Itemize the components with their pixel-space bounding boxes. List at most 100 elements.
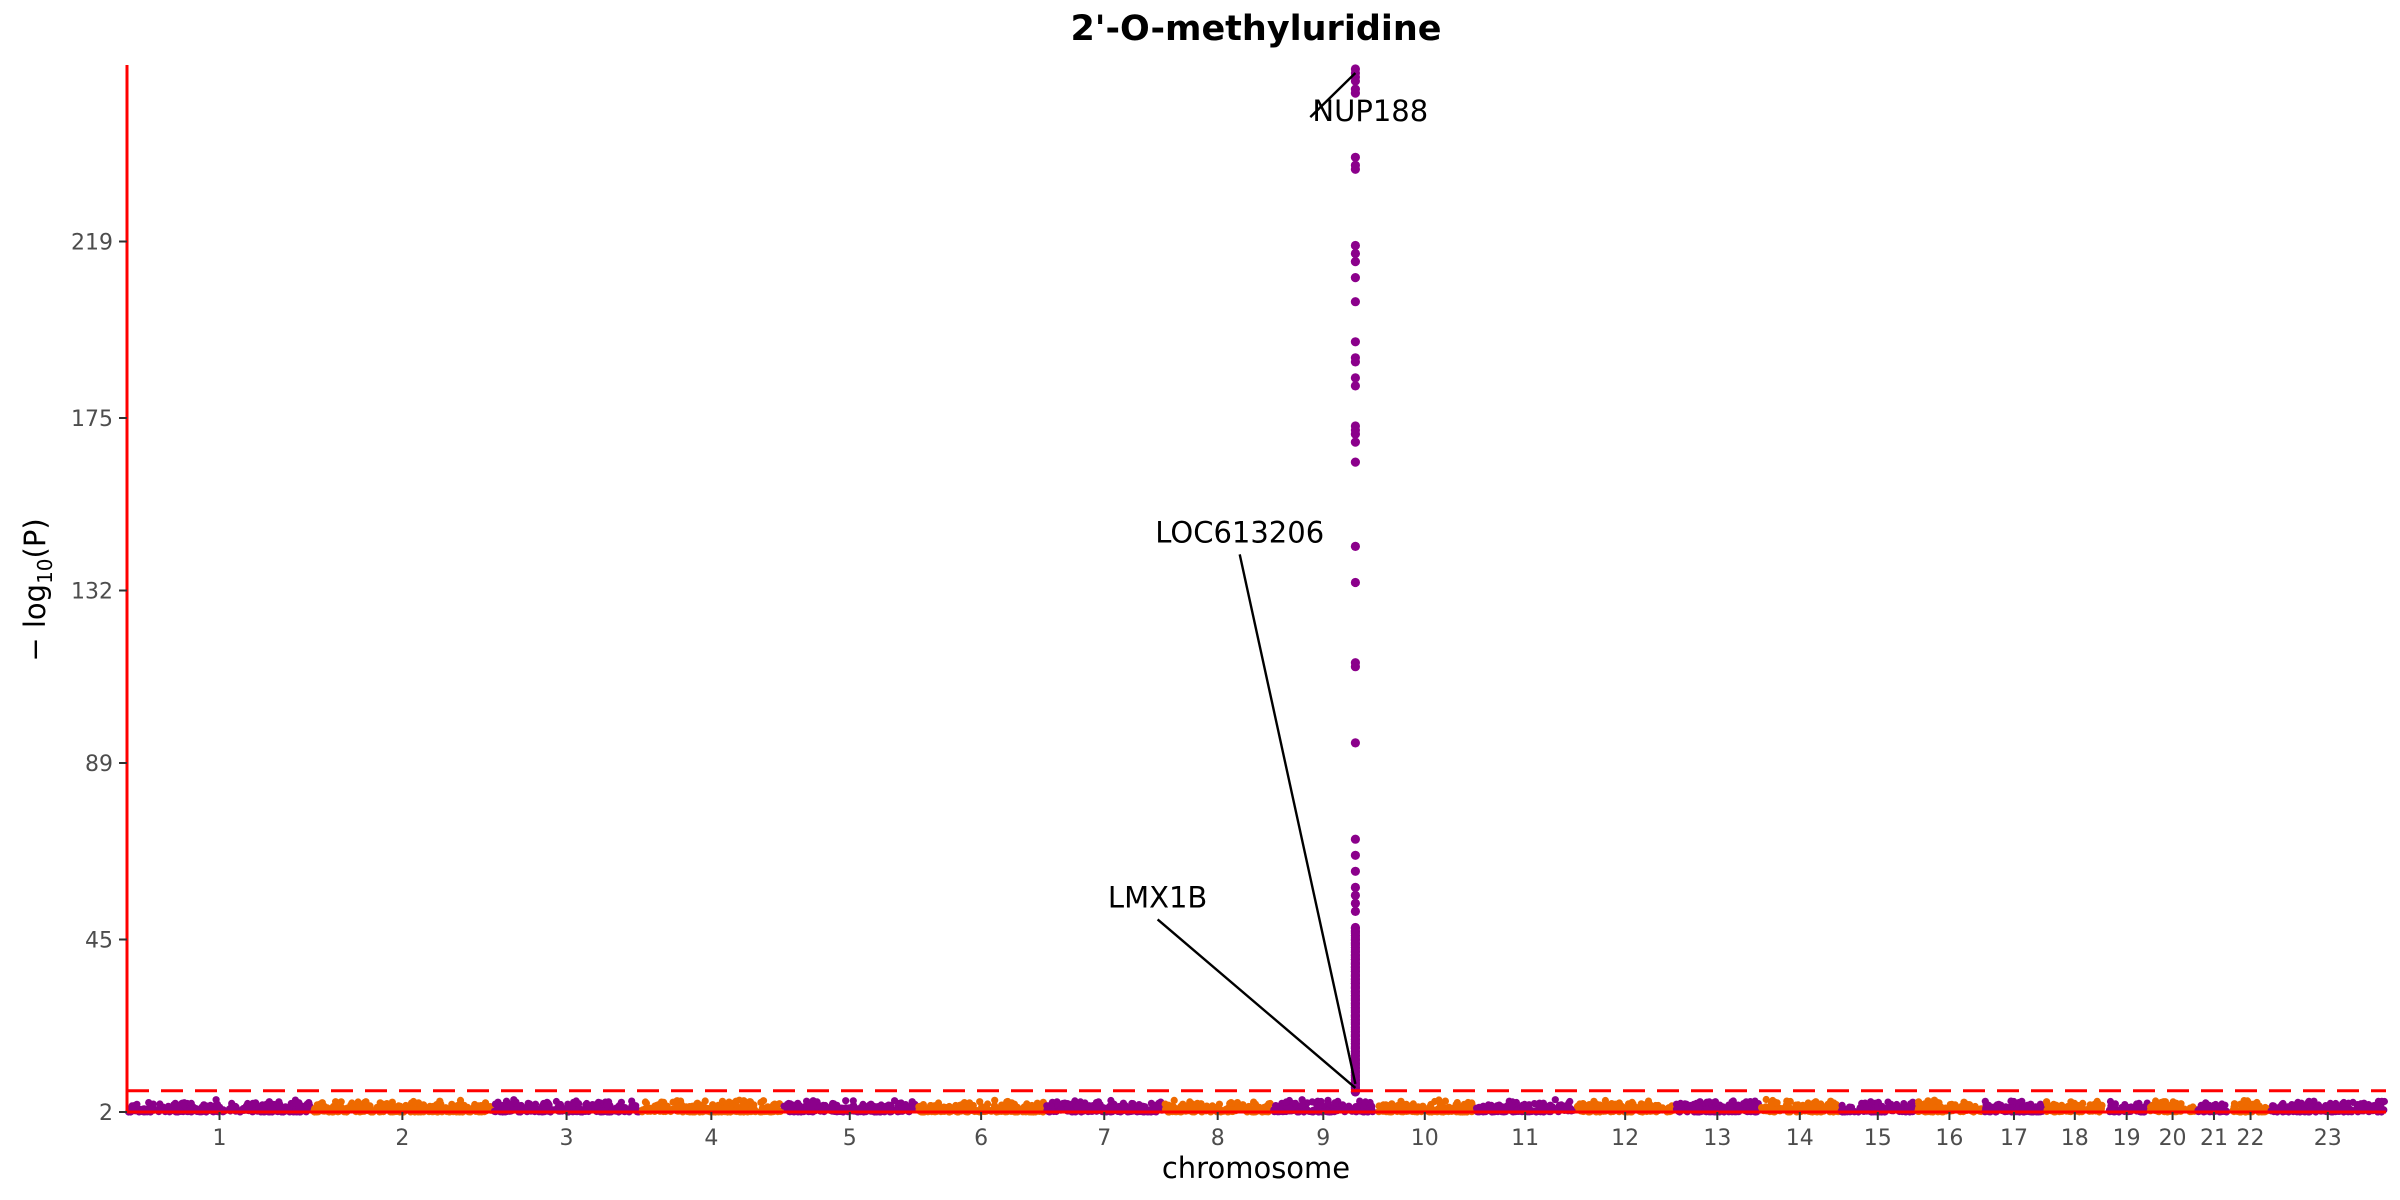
- x-tick-label: 21: [2200, 1126, 2228, 1151]
- snp-point: [1918, 1101, 1926, 1109]
- snp-point: [1186, 1098, 1194, 1106]
- snp-point: [1061, 1099, 1069, 1107]
- snp-point: [1981, 1097, 1989, 1105]
- x-tick-label: 10: [1411, 1126, 1439, 1151]
- peak-snp-point: [1350, 64, 1360, 74]
- snp-point: [1147, 1099, 1155, 1107]
- peak-snp-point: [1350, 923, 1360, 933]
- peak-snp-point: [1350, 152, 1360, 162]
- snp-point: [1936, 1103, 1944, 1111]
- snp-point: [2141, 1103, 2149, 1111]
- snp-point: [1794, 1101, 1802, 1109]
- y-tick-label: 45: [85, 929, 113, 954]
- snp-point: [1829, 1099, 1837, 1107]
- snp-point: [2276, 1103, 2284, 1111]
- peak-snp-point: [1350, 457, 1360, 467]
- x-tick-label: 6: [974, 1126, 988, 1151]
- snp-point: [1152, 1104, 1161, 1113]
- snp-point: [1324, 1098, 1332, 1107]
- snp-point: [1546, 1101, 1554, 1109]
- snp-point: [244, 1099, 252, 1108]
- snp-point: [145, 1099, 153, 1107]
- snp-point: [1729, 1097, 1737, 1105]
- snp-point: [718, 1097, 727, 1105]
- snp-point: [1094, 1098, 1103, 1106]
- x-axis-title: chromosome: [1162, 1151, 1350, 1185]
- snp-point: [2198, 1104, 2206, 1112]
- snp-point: [1885, 1102, 1893, 1110]
- snp-point: [1946, 1101, 1954, 1109]
- peak-snp-point: [1350, 898, 1360, 909]
- snp-point: [1004, 1097, 1012, 1106]
- peak-snp-point: [1350, 882, 1360, 893]
- snp-point: [1452, 1100, 1460, 1109]
- peak-snp-point: [1350, 906, 1360, 917]
- snp-point: [552, 1097, 561, 1106]
- peak-snp-point: [1350, 850, 1360, 860]
- snp-point: [1810, 1099, 1818, 1107]
- x-tick-label: 20: [2159, 1126, 2187, 1151]
- snp-point: [1659, 1104, 1667, 1112]
- data-points: [125, 64, 2388, 1116]
- snp-point: [806, 1102, 814, 1110]
- y-tick-label: 89: [85, 752, 113, 777]
- x-tick-label: 15: [1864, 1126, 1892, 1151]
- snp-point: [2294, 1104, 2302, 1112]
- snp-point: [859, 1100, 867, 1108]
- snp-point: [1566, 1097, 1574, 1106]
- snp-point: [1227, 1099, 1235, 1107]
- snp-point: [2344, 1099, 2353, 1107]
- snp-point: [1676, 1101, 1684, 1109]
- snp-point: [1161, 1100, 1169, 1108]
- snp-point: [615, 1103, 623, 1111]
- snp-point: [842, 1097, 850, 1105]
- x-tick-label: 17: [2000, 1126, 2028, 1151]
- snp-point: [919, 1101, 928, 1109]
- snp-point: [212, 1096, 220, 1104]
- y-tick-label: 132: [71, 580, 113, 605]
- snp-point: [1965, 1102, 1973, 1110]
- snp-point: [1170, 1096, 1178, 1104]
- y-tick-label: 175: [71, 407, 113, 432]
- snp-point: [1762, 1095, 1770, 1104]
- y-axis-ticks: 2 45 89 132 175 219: [71, 231, 127, 1126]
- snp-point: [2018, 1097, 2026, 1105]
- peak-snp-point: [1350, 257, 1360, 267]
- snp-point: [530, 1103, 538, 1111]
- snp-point: [1200, 1103, 1208, 1111]
- snp-point: [1250, 1098, 1258, 1106]
- snp-point: [787, 1102, 796, 1110]
- snp-point: [476, 1103, 484, 1111]
- snp-point: [849, 1097, 857, 1105]
- x-tick-label: 8: [1211, 1126, 1225, 1151]
- peak-snp-point: [1350, 834, 1360, 844]
- x-tick-label: 4: [704, 1126, 718, 1151]
- snp-point: [2169, 1103, 2177, 1111]
- snp-point: [249, 1099, 257, 1107]
- snp-point: [430, 1102, 438, 1110]
- snp-point: [1107, 1096, 1115, 1105]
- x-tick-label: 19: [2113, 1126, 2141, 1151]
- snp-point: [2098, 1101, 2106, 1109]
- snp-point: [305, 1099, 313, 1107]
- snp-point: [1773, 1099, 1781, 1107]
- snp-point: [1641, 1104, 1649, 1112]
- snp-point: [1487, 1101, 1495, 1109]
- snp-point: [170, 1101, 178, 1109]
- snp-point: [362, 1098, 370, 1106]
- snp-point: [1291, 1099, 1300, 1107]
- x-tick-label: 11: [1511, 1126, 1539, 1151]
- snp-point: [2284, 1103, 2292, 1111]
- snp-point: [1584, 1101, 1592, 1110]
- gene-label-connector: [1238, 554, 1357, 1085]
- snp-point: [1394, 1102, 1402, 1110]
- peak-points: [1350, 64, 1360, 1097]
- snp-point: [877, 1101, 885, 1109]
- x-tick-label: 22: [2237, 1126, 2265, 1151]
- snp-point: [1331, 1099, 1339, 1107]
- snp-point: [2243, 1097, 2251, 1105]
- snp-point: [1381, 1101, 1389, 1109]
- snp-point: [388, 1098, 396, 1106]
- snp-point: [456, 1096, 465, 1104]
